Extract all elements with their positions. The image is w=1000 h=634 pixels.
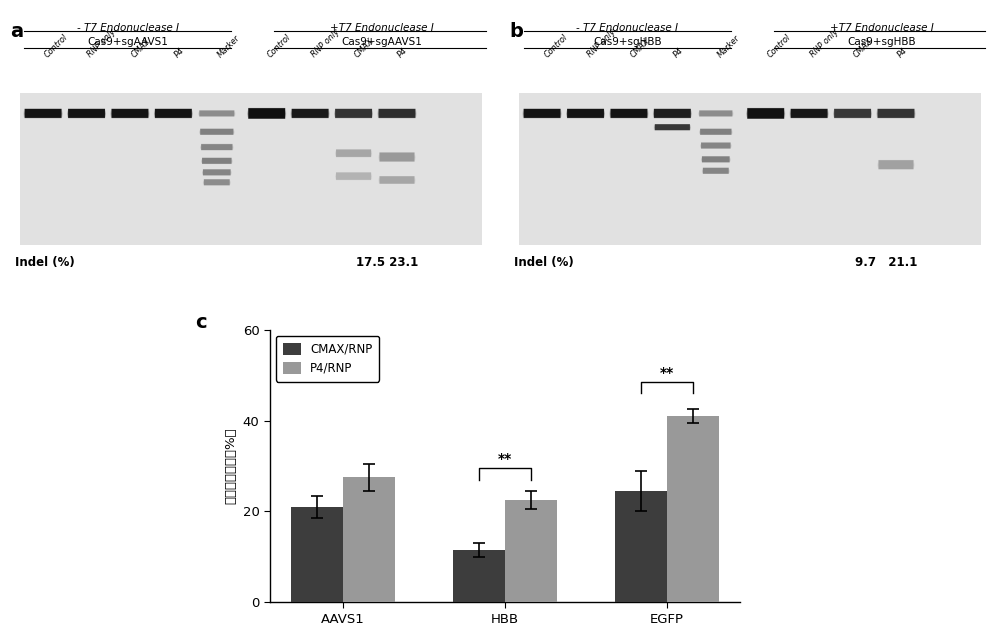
Text: 17.5 23.1: 17.5 23.1 — [356, 256, 418, 269]
Text: Indel (%): Indel (%) — [514, 256, 574, 269]
Text: Cas9+sgHBB: Cas9+sgHBB — [593, 37, 662, 47]
Text: P4: P4 — [173, 46, 186, 60]
Text: Indel (%): Indel (%) — [15, 256, 75, 269]
Bar — [667, 416, 719, 602]
Text: Cas9+sgAAVS1: Cas9+sgAAVS1 — [87, 37, 168, 47]
Text: CMAX: CMAX — [852, 37, 875, 60]
Text: P4: P4 — [672, 46, 686, 60]
Bar — [505, 500, 557, 602]
Text: RNP only: RNP only — [809, 28, 841, 60]
Text: RNP only: RNP only — [86, 28, 118, 60]
Legend: CMAX/RNP, P4/RNP: CMAX/RNP, P4/RNP — [276, 335, 379, 382]
Text: - T7 Endonuclease I: - T7 Endonuclease I — [77, 23, 179, 33]
Text: Cas9+sgAAVS1: Cas9+sgAAVS1 — [342, 37, 423, 47]
Text: CMAX: CMAX — [129, 37, 152, 60]
Text: Marker: Marker — [216, 34, 242, 60]
Text: 9.7   21.1: 9.7 21.1 — [855, 256, 918, 269]
Text: RNP only: RNP only — [586, 28, 617, 60]
Text: HBB: HBB — [529, 172, 551, 182]
Text: b: b — [510, 22, 523, 41]
Text: Control: Control — [43, 32, 70, 60]
Text: - T7 Endonuclease I: - T7 Endonuclease I — [576, 23, 678, 33]
Text: a: a — [10, 22, 23, 41]
Text: Cas9+sgHBB: Cas9+sgHBB — [848, 37, 916, 47]
Text: +T7 Endonuclease I: +T7 Endonuclease I — [330, 23, 434, 33]
Text: CMAX: CMAX — [353, 37, 376, 60]
Text: Control: Control — [266, 32, 293, 60]
Bar — [291, 507, 343, 602]
Bar — [343, 477, 395, 602]
Text: AAVS1: AAVS1 — [29, 172, 63, 182]
Bar — [453, 550, 505, 602]
Text: Control: Control — [765, 32, 792, 60]
Text: **: ** — [498, 452, 512, 466]
Text: CMAX: CMAX — [629, 37, 652, 60]
Text: P4: P4 — [896, 46, 909, 60]
Text: Marker: Marker — [716, 34, 742, 60]
Text: P4: P4 — [396, 46, 409, 60]
Text: Control: Control — [542, 32, 569, 60]
Text: RNP only: RNP only — [309, 28, 341, 60]
Text: +T7 Endonuclease I: +T7 Endonuclease I — [830, 23, 934, 33]
Text: c: c — [195, 313, 206, 332]
Y-axis label: 基因编辑效率（%）: 基因编辑效率（%） — [224, 428, 237, 504]
Bar — [615, 491, 667, 602]
Text: **: ** — [660, 366, 674, 380]
